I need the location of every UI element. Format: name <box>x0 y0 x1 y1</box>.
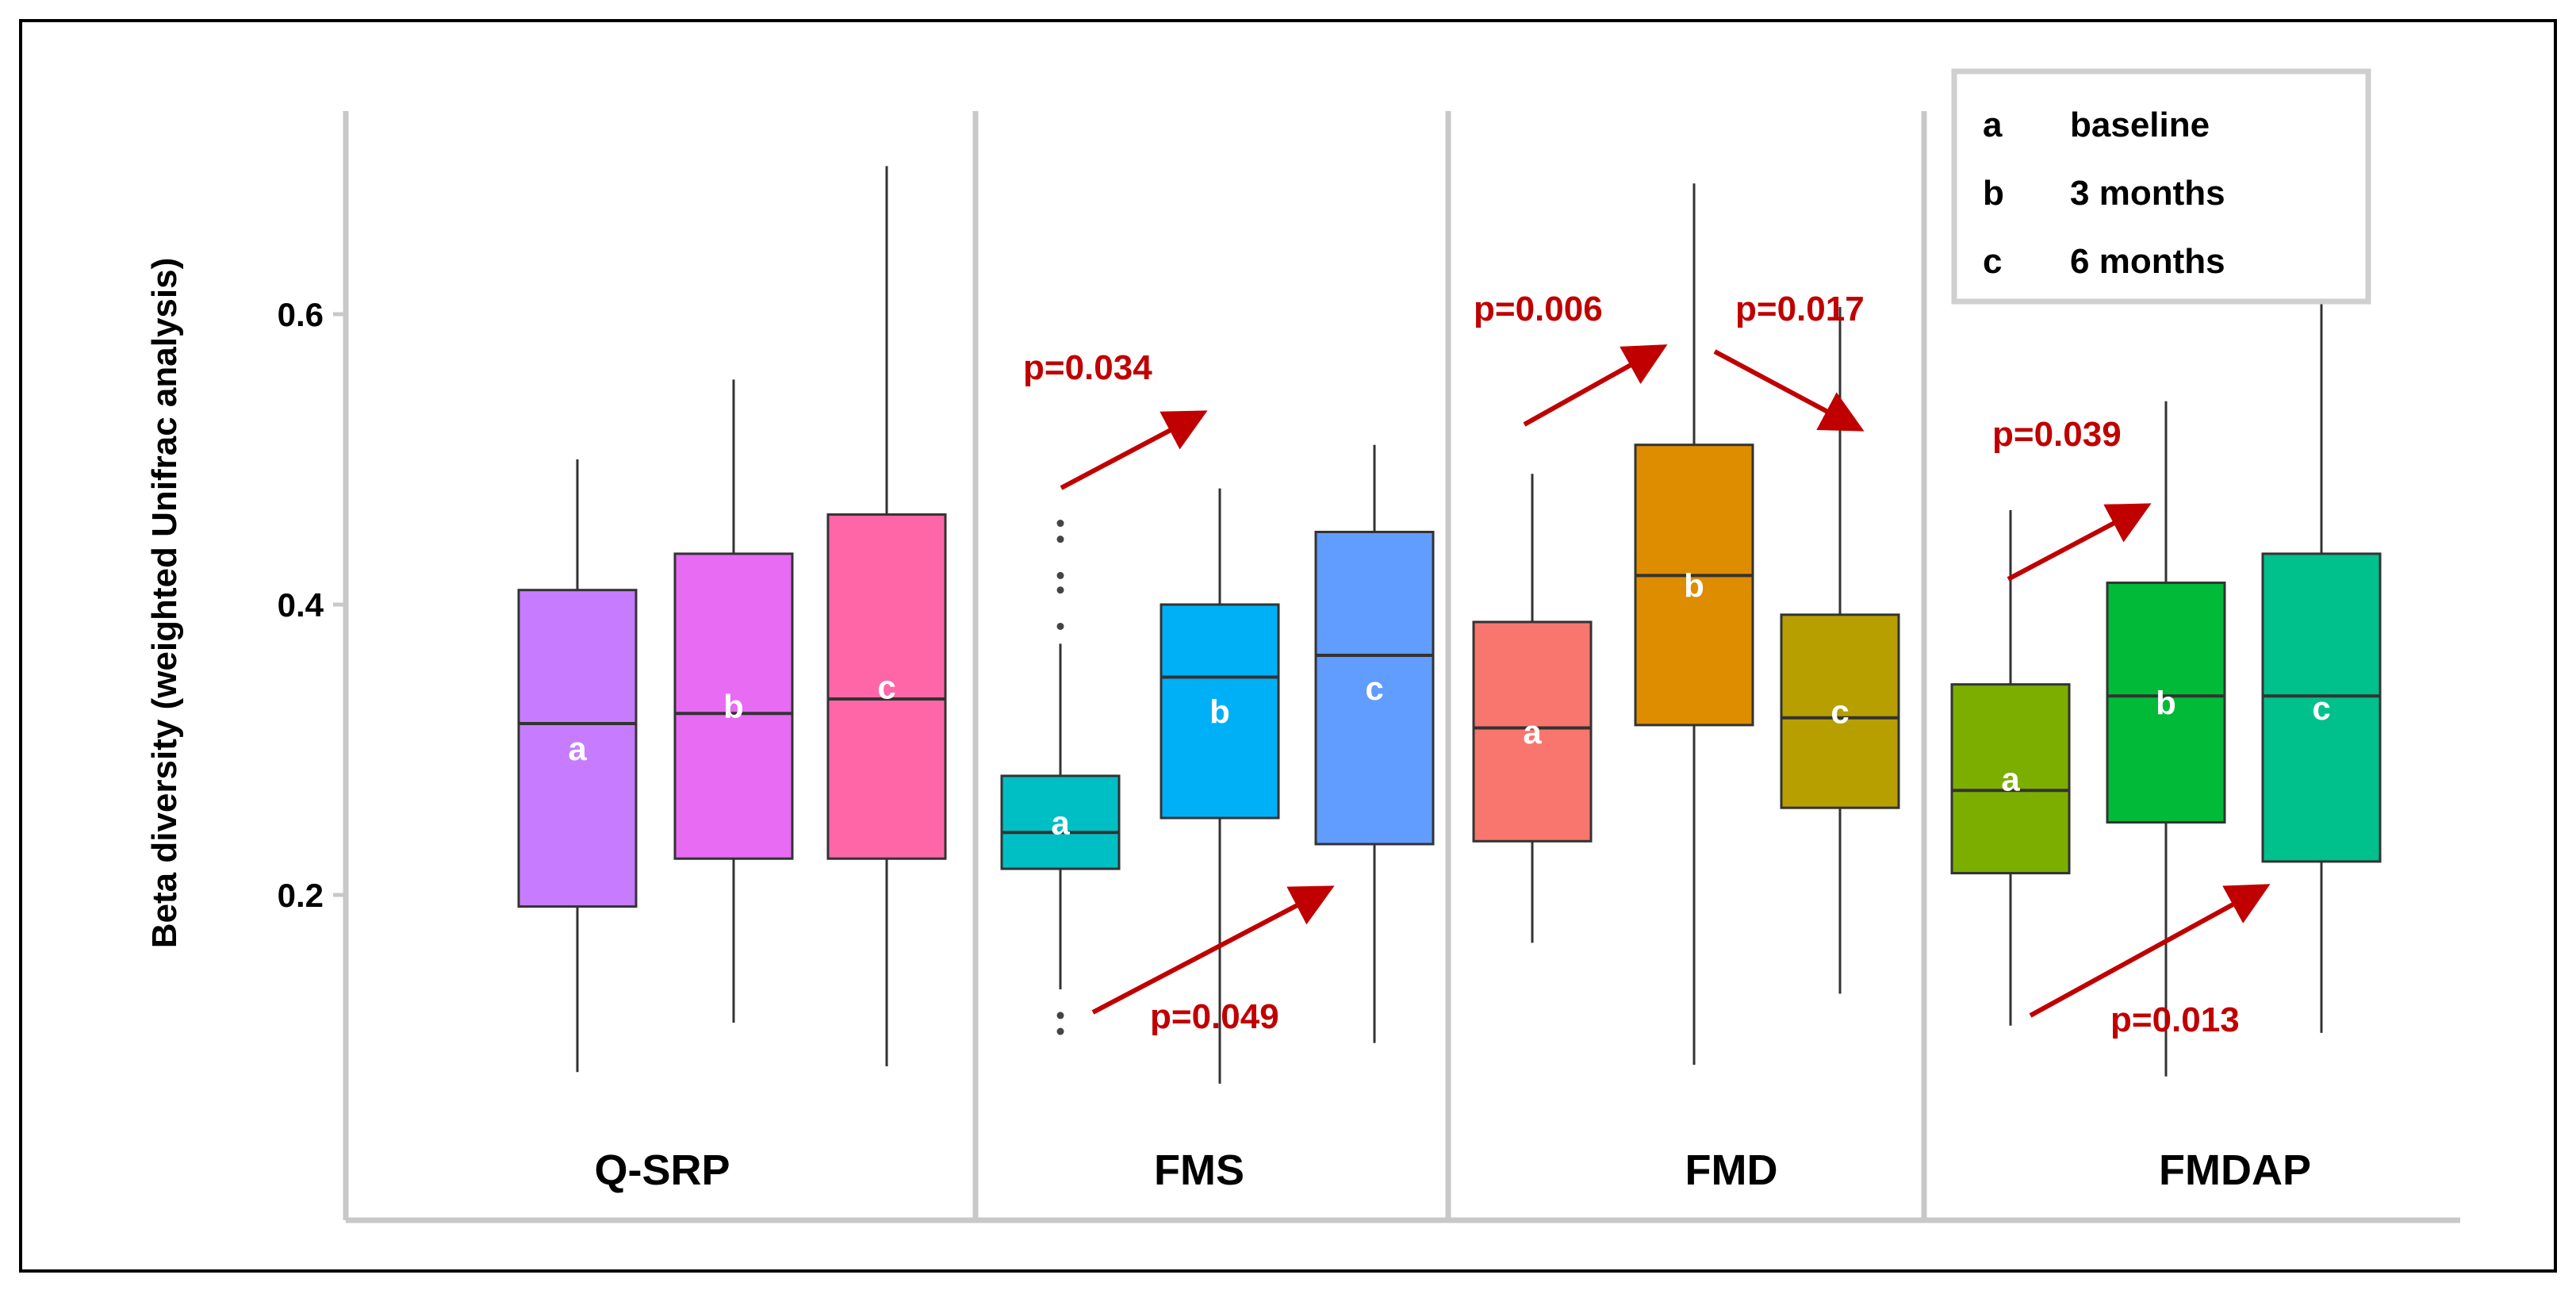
group-label: FMS <box>1154 1146 1244 1194</box>
legend-box <box>1951 68 2371 305</box>
y-tick-label: 0.6 <box>278 296 324 333</box>
group-fmdap: a b c <box>1950 271 2382 1077</box>
comparison-a-b: p=0.006 <box>1474 290 1668 427</box>
box-label: a <box>1051 804 1070 842</box>
group-q-srp: a b c <box>517 166 947 1073</box>
box-label: c <box>2312 689 2330 727</box>
group-labels: Q-SRP FMS FMD FMDAP <box>594 1146 2311 1194</box>
comparison-b-c: p=0.017 <box>1713 290 1865 432</box>
box-c: c <box>2261 271 2382 1033</box>
significance-arrow <box>1060 410 1208 490</box>
box-body <box>1950 683 2071 875</box>
y-tick-label: 0.4 <box>278 586 324 624</box>
box-label: c <box>877 668 895 705</box>
box-label: a <box>2001 761 2020 798</box>
box-body <box>1634 443 1754 727</box>
y-axis-label: Beta diversity (weighted Unifrac analysi… <box>145 258 184 949</box>
box-label: b <box>723 688 744 725</box>
comparison-a-b: p=0.034 <box>1023 348 1208 490</box>
outlier-point <box>1056 520 1064 528</box>
panel-frame <box>343 111 2460 1223</box>
legend-label: 3 months <box>2070 174 2225 213</box>
legend-key: b <box>1983 174 2004 213</box>
box-body <box>1314 531 1435 846</box>
group-fmd: a b c <box>1472 183 1900 1066</box>
box-body <box>2261 552 2382 863</box>
box-c: c <box>1780 306 1900 994</box>
significance-arrow <box>1523 344 1668 427</box>
box-a: a <box>517 459 638 1073</box>
box-c: c <box>826 166 947 1066</box>
group-label: FMDAP <box>2159 1146 2311 1194</box>
box-label: b <box>2156 685 2176 722</box>
outlier-point <box>1056 1012 1064 1019</box>
box-label: b <box>1209 693 1230 731</box>
outlier-point <box>1056 1027 1064 1035</box>
p-value-label: p=0.034 <box>1023 348 1152 387</box>
p-value-label: p=0.017 <box>1735 290 1865 328</box>
significance-arrow <box>1713 349 1865 432</box>
box-body <box>826 513 947 860</box>
group-label: Q-SRP <box>594 1146 730 1194</box>
box-body <box>2106 582 2226 824</box>
box-c: c <box>1314 444 1435 1043</box>
box-a: a <box>1472 474 1593 943</box>
box-body <box>1160 603 1280 820</box>
box-body <box>1000 774 1121 870</box>
comparison-a-b: p=0.039 <box>1992 415 2152 582</box>
legend-label: baseline <box>2070 106 2210 144</box>
outlier-point <box>1056 571 1064 579</box>
box-a: a <box>1950 510 2071 1026</box>
legend-key: a <box>1983 106 2003 144</box>
p-value-label: p=0.006 <box>1474 290 1603 328</box>
outlier-point <box>1056 622 1064 630</box>
box-a: a <box>1000 520 1121 1035</box>
legend-entry: c 6 months <box>1983 242 2225 281</box>
box-b: b <box>1634 183 1754 1066</box>
box-b: b <box>1160 488 1280 1084</box>
box-label: a <box>568 730 587 767</box>
group-fms: a b c <box>1000 444 1435 1084</box>
box-b: b <box>673 379 794 1023</box>
box-body <box>673 552 794 860</box>
legend-entry: a baseline <box>1983 106 2210 144</box>
significance-arrow <box>1091 885 1335 1015</box>
box-label: a <box>1523 713 1542 751</box>
significance-annotations: p=0.034 p=0.049 p=0.006 p=0.017 p=0.039 p=0.0… <box>1023 290 2271 1039</box>
legend-label: 6 months <box>2070 242 2225 281</box>
p-value-label: p=0.039 <box>1992 415 2122 454</box>
box-body <box>517 589 638 908</box>
legend-entry: b 3 months <box>1983 174 2225 213</box>
significance-arrow <box>2029 884 2271 1018</box>
box-body <box>1472 620 1593 843</box>
group-label: FMD <box>1685 1146 1778 1194</box>
box-b: b <box>2106 401 2226 1077</box>
box-label: c <box>1830 693 1849 731</box>
p-value-label: p=0.013 <box>2110 1000 2240 1039</box>
p-value-label: p=0.049 <box>1150 997 1279 1036</box>
outlier-point <box>1056 536 1064 543</box>
outlier-point <box>1056 586 1064 594</box>
legend-key: c <box>1983 242 2002 281</box>
box-label: c <box>1365 670 1383 707</box>
box-label: b <box>1684 566 1704 604</box>
comparison-a-c: p=0.049 <box>1091 885 1335 1036</box>
y-axis: Beta diversity (weighted Unifrac analysi… <box>145 258 346 949</box>
y-tick-label: 0.2 <box>278 877 324 914</box>
box-body <box>1780 613 1900 809</box>
significance-arrow <box>2007 503 2152 582</box>
comparison-a-c: p=0.013 <box>2029 884 2271 1039</box>
legend: a baseline b 3 months c 6 months <box>1951 68 2371 305</box>
